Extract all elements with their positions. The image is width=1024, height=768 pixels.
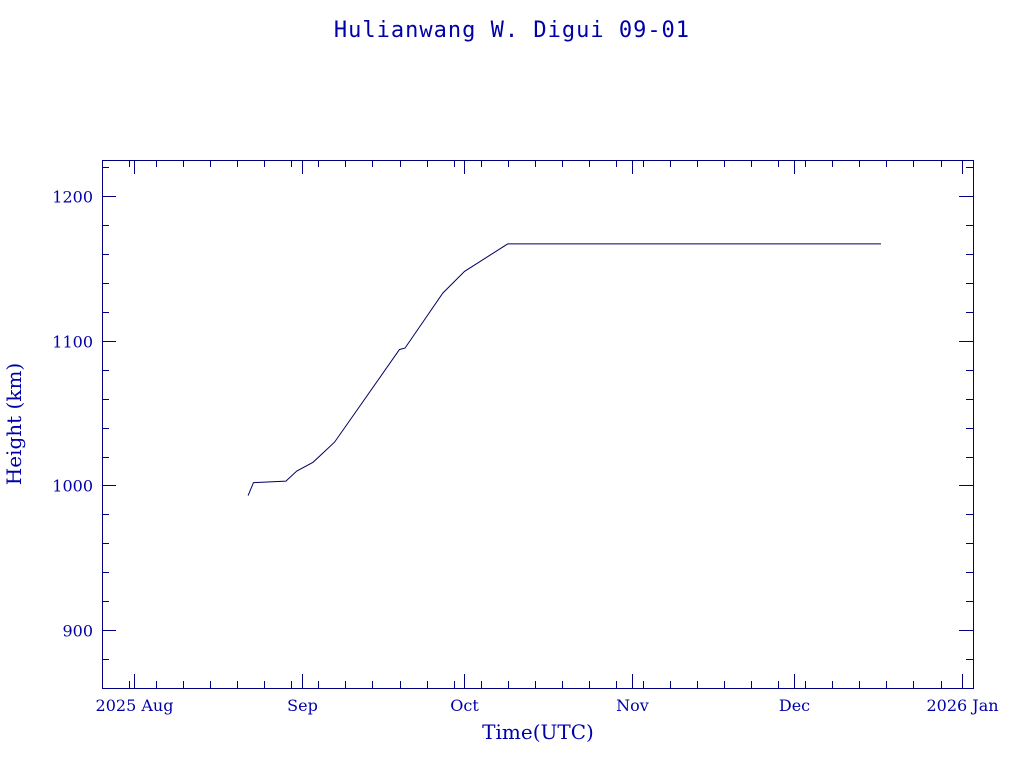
- plot-frame: [102, 160, 974, 689]
- x-axis-label: Time(UTC): [482, 720, 594, 744]
- chart-title: Hulianwang W. Digui 09-01: [334, 18, 690, 43]
- axis-ticks: [102, 160, 973, 689]
- y-tick-label: 1000: [52, 477, 93, 496]
- x-tick-label: Oct: [450, 696, 479, 715]
- y-tick-label: 900: [62, 622, 93, 641]
- y-axis-label: Height (km): [2, 363, 26, 485]
- series-layer: [247, 243, 881, 496]
- height-series-line: [247, 243, 881, 496]
- y-tick-label: 1200: [52, 188, 93, 207]
- x-tick-label: 2025 Aug: [96, 696, 174, 715]
- x-tick-label: 2026 Jan: [926, 696, 998, 715]
- y-tick-label: 1100: [52, 333, 93, 352]
- x-tick-label: Sep: [287, 696, 318, 715]
- x-tick-label: Nov: [616, 696, 649, 715]
- x-tick-label: Dec: [779, 696, 810, 715]
- axis-tick-labels: 2025 Aug Sep Oct Nov Dec 2026 Jan 900 1000 1100 1…: [52, 188, 998, 716]
